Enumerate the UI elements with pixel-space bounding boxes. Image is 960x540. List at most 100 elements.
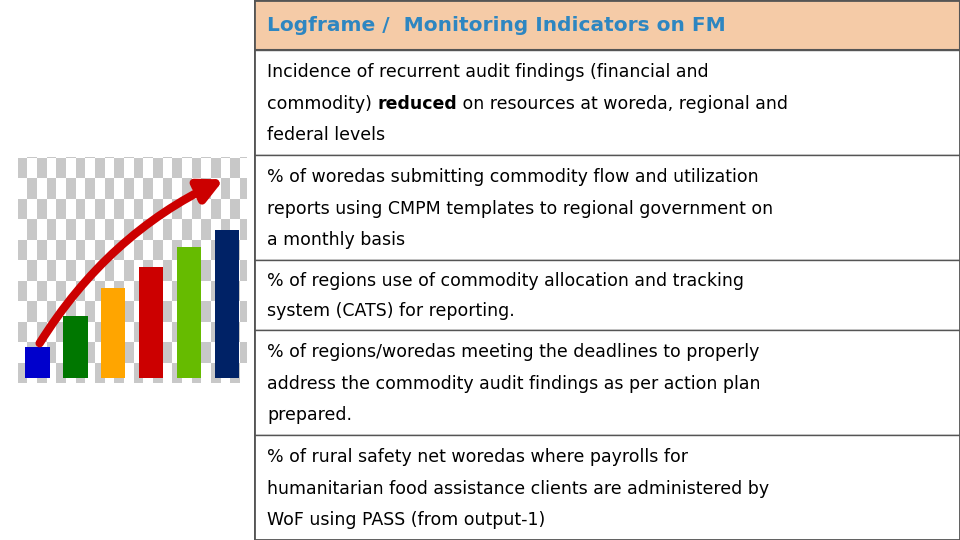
Bar xyxy=(124,158,133,178)
Bar xyxy=(254,50,960,155)
Bar xyxy=(163,322,173,342)
Bar xyxy=(37,260,47,281)
Text: Logframe /  Monitoring Indicators on FM: Logframe / Monitoring Indicators on FM xyxy=(267,16,726,35)
Bar xyxy=(192,158,202,178)
Bar xyxy=(221,301,230,322)
Bar xyxy=(173,260,182,281)
Bar xyxy=(211,240,221,260)
Bar xyxy=(105,158,114,178)
Bar xyxy=(211,178,221,199)
Bar xyxy=(95,322,105,342)
Bar xyxy=(173,178,182,199)
Bar xyxy=(101,288,126,378)
Bar xyxy=(143,158,154,178)
Bar xyxy=(202,342,211,363)
Bar xyxy=(163,342,173,363)
Bar xyxy=(114,219,124,240)
Bar xyxy=(105,178,114,199)
Bar xyxy=(182,363,192,383)
Bar xyxy=(28,260,37,281)
Bar xyxy=(28,281,37,301)
Bar xyxy=(182,260,192,281)
Bar xyxy=(47,322,57,342)
Bar xyxy=(124,199,133,219)
Bar xyxy=(124,342,133,363)
Bar xyxy=(254,0,960,50)
Bar xyxy=(66,158,76,178)
Bar xyxy=(28,240,37,260)
Bar xyxy=(114,199,124,219)
Bar xyxy=(95,158,105,178)
Bar xyxy=(105,281,114,301)
Bar xyxy=(211,157,221,158)
Bar xyxy=(211,260,221,281)
Bar xyxy=(211,281,221,301)
Bar xyxy=(66,240,76,260)
Bar xyxy=(173,322,182,342)
Bar xyxy=(173,157,182,158)
Bar xyxy=(221,281,230,301)
Bar xyxy=(173,301,182,322)
Bar xyxy=(105,157,114,158)
Bar xyxy=(202,178,211,199)
Bar xyxy=(85,199,95,219)
Bar xyxy=(192,342,202,363)
Bar xyxy=(57,240,66,260)
Bar xyxy=(240,363,247,383)
Bar xyxy=(254,435,960,540)
Bar xyxy=(182,240,192,260)
Bar xyxy=(114,363,124,383)
Bar xyxy=(240,342,247,363)
Bar xyxy=(28,322,37,342)
Bar xyxy=(57,158,66,178)
Bar xyxy=(221,363,230,383)
Bar xyxy=(133,342,143,363)
Bar xyxy=(163,260,173,281)
Bar xyxy=(66,363,76,383)
Bar xyxy=(173,199,182,219)
Bar xyxy=(85,158,95,178)
Bar xyxy=(143,178,154,199)
Bar xyxy=(57,219,66,240)
Bar xyxy=(230,157,240,158)
Bar xyxy=(105,301,114,322)
Bar xyxy=(47,260,57,281)
Bar xyxy=(143,322,154,342)
Bar xyxy=(57,322,66,342)
Bar xyxy=(76,219,85,240)
Bar xyxy=(76,363,85,383)
Bar xyxy=(95,178,105,199)
Bar xyxy=(37,157,47,158)
Bar xyxy=(18,199,28,219)
Bar xyxy=(163,199,173,219)
Bar xyxy=(143,157,154,158)
Bar xyxy=(192,157,202,158)
Bar xyxy=(105,322,114,342)
Bar xyxy=(114,158,124,178)
Bar xyxy=(133,281,143,301)
Bar xyxy=(133,260,143,281)
Bar xyxy=(66,281,76,301)
Bar xyxy=(47,342,57,363)
Bar xyxy=(163,240,173,260)
Bar xyxy=(211,219,221,240)
Bar xyxy=(37,178,47,199)
Bar xyxy=(192,178,202,199)
Bar xyxy=(240,240,247,260)
Bar xyxy=(230,342,240,363)
Bar xyxy=(182,301,192,322)
Bar xyxy=(95,240,105,260)
Bar xyxy=(76,281,85,301)
Bar xyxy=(163,281,173,301)
Bar xyxy=(28,178,37,199)
Bar xyxy=(192,219,202,240)
Bar xyxy=(240,158,247,178)
Bar xyxy=(230,178,240,199)
Bar xyxy=(163,178,173,199)
Bar xyxy=(143,199,154,219)
Bar xyxy=(37,219,47,240)
Bar xyxy=(66,157,76,158)
Bar xyxy=(173,158,182,178)
Bar xyxy=(114,281,124,301)
Bar xyxy=(57,178,66,199)
